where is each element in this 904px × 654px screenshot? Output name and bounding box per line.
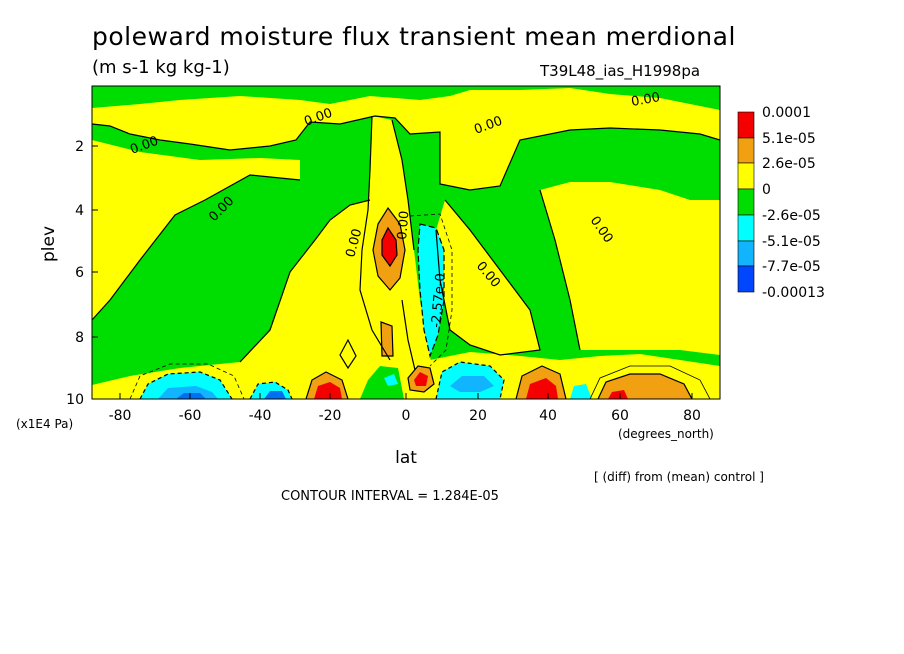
contour-lines [92, 115, 720, 399]
y-tick-labels: 2 4 6 8 10 [66, 139, 84, 408]
y-tick-label: 10 [66, 392, 84, 408]
x-tick-label: -60 [179, 408, 202, 424]
contour-field [92, 86, 720, 399]
legend-swatch-blue [737, 265, 755, 293]
contour-label-10: -2.57e-0 [429, 273, 449, 329]
x-axis-title: lat [395, 448, 417, 468]
region-green-equator-bottom [360, 366, 404, 399]
tick-marks [92, 145, 693, 400]
x-tick-labels: -80 -60 -40 -20 0 20 40 60 80 [109, 408, 701, 424]
color-legend: 0.0001 5.1e-05 2.6e-05 0 -2.6e-05 -5.1e-… [737, 105, 825, 301]
region-yellow-upper-band [92, 88, 720, 190]
diff-note: [ (diff) from (mean) control ] [594, 470, 764, 484]
region-yellow-far-north [540, 182, 720, 355]
y-tick-label: 6 [75, 265, 84, 281]
contour-label-4: 0.00 [630, 90, 661, 110]
legend-swatch-green [737, 188, 755, 216]
region-blue-surface-40s [264, 391, 286, 399]
chart-title: poleward moisture flux transient mean me… [92, 22, 736, 51]
contour-label-7: 0.00 [395, 210, 412, 240]
region-cyan-upper-min [418, 224, 444, 356]
region-red-surface-20s [314, 382, 342, 399]
legend-label: -7.7e-05 [762, 259, 821, 275]
legend-label: 2.6e-05 [762, 156, 816, 172]
legend-label: 0 [762, 182, 771, 198]
legend-swatch-orange [737, 137, 755, 164]
y-axis-title: plev [39, 226, 59, 262]
region-orange-small [381, 322, 393, 356]
legend-swatch-red [737, 111, 755, 139]
y-tick-label: 2 [75, 139, 84, 155]
x-tick-label: 80 [683, 408, 701, 424]
region-red-upper-max [382, 228, 397, 266]
x-tick-label: -40 [249, 408, 272, 424]
x-axis-unit: (degrees_north) [618, 427, 714, 441]
y-tick-label: 4 [75, 203, 84, 219]
chart-units: (m s-1 kg kg-1) [92, 57, 230, 78]
x-tick-label: -80 [109, 408, 132, 424]
region-cyan-equator-dot [384, 374, 398, 386]
legend-label: 5.1e-05 [762, 131, 816, 147]
legend-label: -2.6e-05 [762, 208, 821, 224]
region-cyan-surface-45n [570, 384, 592, 399]
region-red-surface-60n [608, 390, 628, 399]
x-tick-label: 0 [402, 408, 411, 424]
region-yellow-northern [436, 200, 540, 355]
legend-swatch-yellow [737, 162, 755, 190]
legend-swatch-light-blue [737, 240, 755, 267]
y-tick-label: 8 [75, 330, 84, 346]
x-tick-label: 60 [611, 408, 629, 424]
x-tick-label: -20 [319, 408, 342, 424]
region-blue-surface-60s [176, 393, 206, 399]
contour-interval: CONTOUR INTERVAL = 1.284E-05 [281, 489, 499, 504]
run-identifier: T39L48_ias_H1998pa [540, 62, 701, 80]
x-tick-label: 20 [469, 408, 487, 424]
legend-label: -0.00013 [762, 285, 825, 301]
legend-label: -5.1e-05 [762, 234, 821, 250]
region-red-surface-35n [526, 378, 558, 399]
contour-label-6: 0.00 [343, 227, 365, 259]
region-lightblue-surface-60s [158, 386, 218, 399]
legend-swatch-cyan [737, 214, 755, 242]
legend-label: 0.0001 [762, 105, 811, 121]
region-yellow-southern [92, 140, 300, 320]
region-lightblue-surface-15n [450, 376, 494, 392]
region-red-surface-eq [414, 372, 428, 386]
y-axis-unit: (x1E4 Pa) [16, 417, 73, 431]
x-tick-label: 40 [539, 408, 557, 424]
